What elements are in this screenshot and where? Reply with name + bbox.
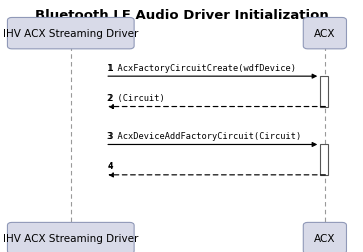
Text: IHV ACX Streaming Driver: IHV ACX Streaming Driver (3, 233, 138, 243)
FancyBboxPatch shape (7, 223, 134, 252)
Text: 4: 4 (107, 162, 112, 171)
FancyBboxPatch shape (7, 18, 134, 50)
Text: 1: 1 (107, 63, 113, 72)
Bar (320, 145, 328, 175)
Text: ACX: ACX (314, 233, 336, 243)
Text: 2: 2 (107, 93, 113, 103)
Text: ACX: ACX (314, 29, 336, 39)
Text: Bluetooth LE Audio Driver Initialization: Bluetooth LE Audio Driver Initialization (34, 9, 329, 22)
Bar (320, 77, 328, 107)
Text: 3 AcxDeviceAddFactoryCircuit(Circuit): 3 AcxDeviceAddFactoryCircuit(Circuit) (107, 131, 301, 140)
FancyBboxPatch shape (303, 18, 346, 50)
Text: IHV ACX Streaming Driver: IHV ACX Streaming Driver (3, 29, 138, 39)
Text: 1 AcxFactoryCircuitCreate(wdfDevice): 1 AcxFactoryCircuitCreate(wdfDevice) (107, 63, 296, 72)
FancyBboxPatch shape (303, 223, 346, 252)
Text: 2 (Circuit): 2 (Circuit) (107, 93, 165, 103)
Text: 4: 4 (107, 162, 113, 171)
Text: 3: 3 (107, 131, 113, 140)
